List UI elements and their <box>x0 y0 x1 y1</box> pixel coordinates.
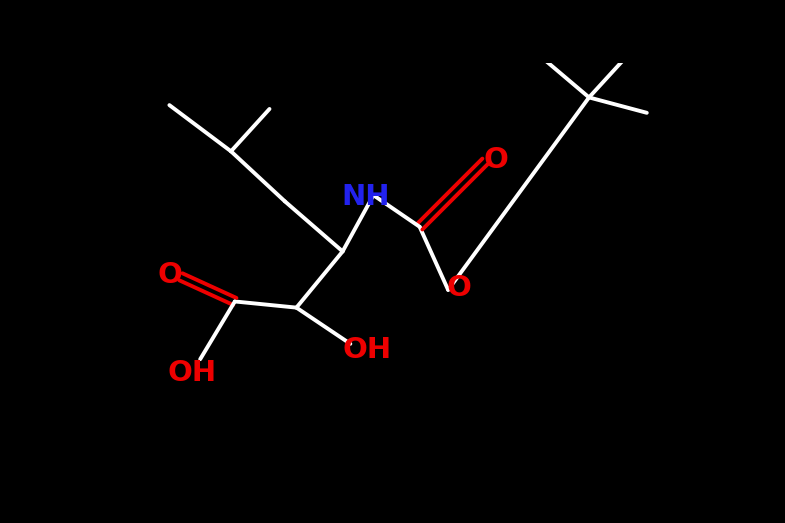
Text: OH: OH <box>168 359 217 387</box>
Text: O: O <box>158 262 183 289</box>
Text: O: O <box>447 275 471 302</box>
Text: OH: OH <box>343 336 392 364</box>
Text: NH: NH <box>341 183 390 211</box>
Text: O: O <box>484 146 509 174</box>
